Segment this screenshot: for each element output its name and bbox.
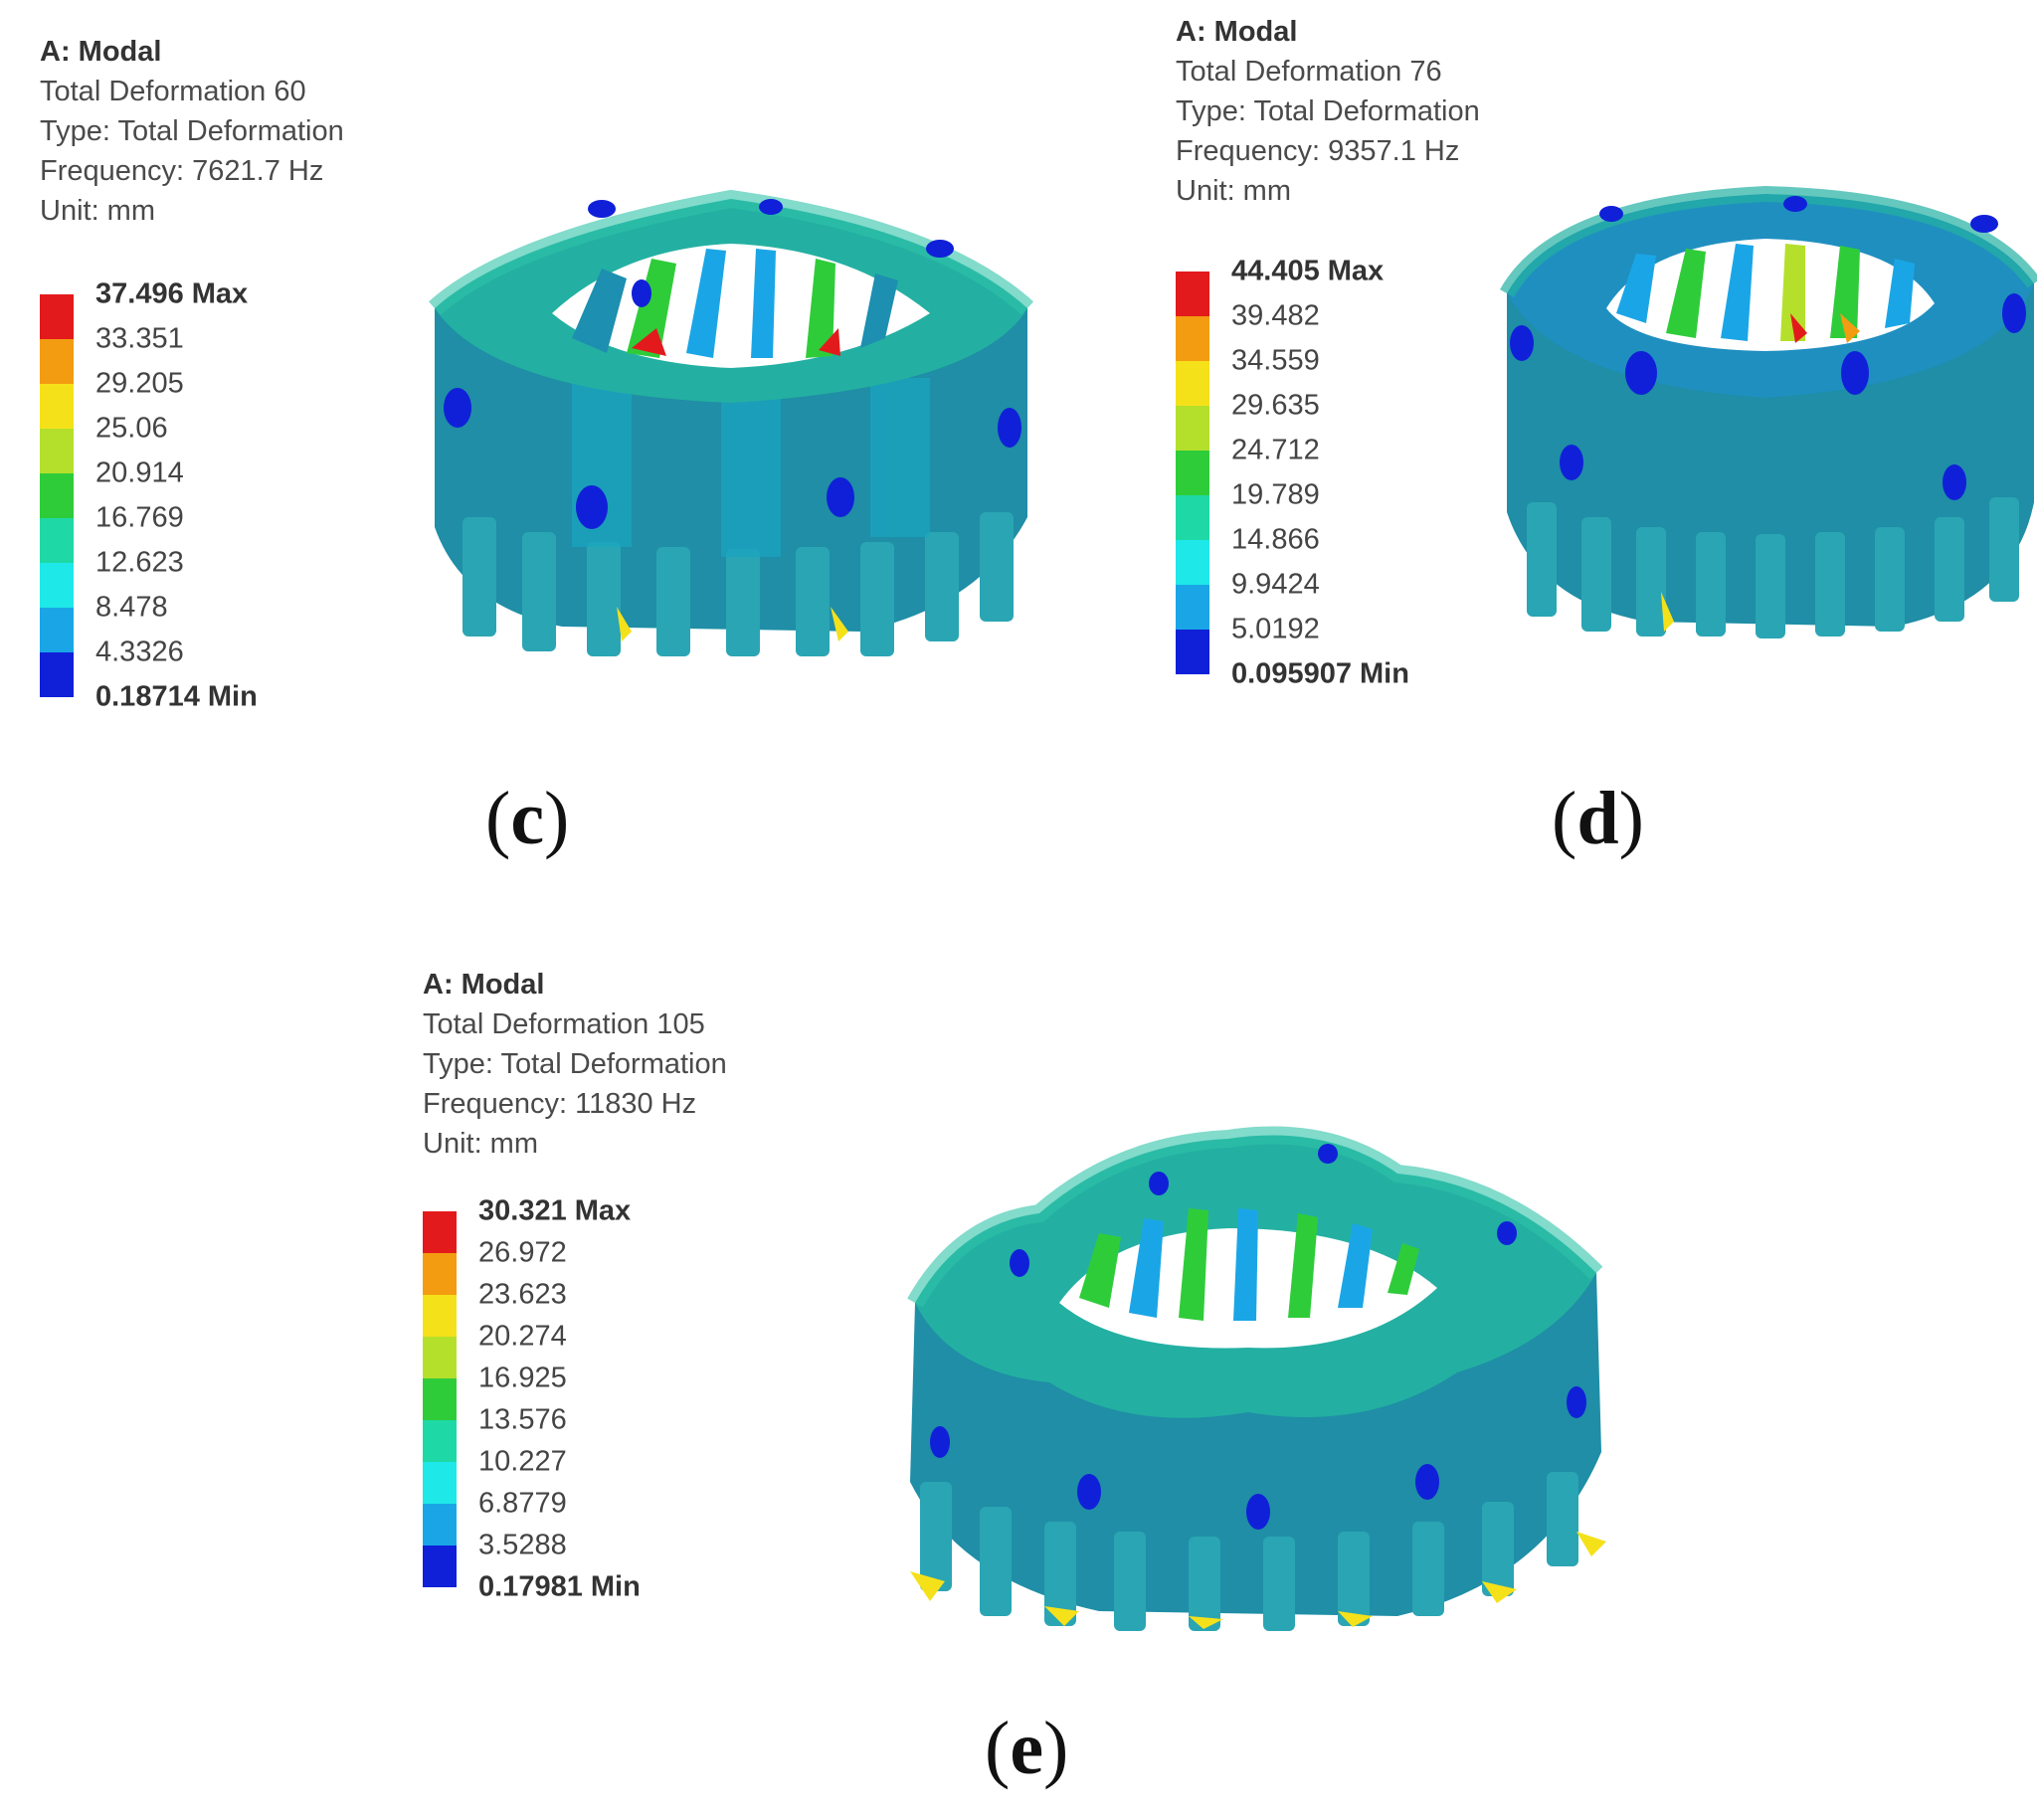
legend-tick-c: 12.623 xyxy=(95,546,184,579)
legend-min-d: 0.095907 Min xyxy=(1231,657,1409,690)
result-name-c: Total Deformation 60 xyxy=(40,76,306,107)
caption-c: (c) xyxy=(485,777,570,860)
legend-tick-e: 16.925 xyxy=(478,1362,567,1394)
legend-swatches-d xyxy=(1176,272,1209,674)
legend-swatch xyxy=(423,1462,457,1504)
legend-tick-d: 9.9424 xyxy=(1231,568,1320,601)
legend-swatch xyxy=(1176,630,1209,674)
result-info-e: A: Modal Total Deformation 105 Type: Tot… xyxy=(423,965,727,1164)
legend-tick-d: 34.559 xyxy=(1231,344,1320,377)
legend-swatch xyxy=(40,429,74,473)
legend-swatch xyxy=(40,608,74,652)
result-name-d: Total Deformation 76 xyxy=(1176,56,1442,88)
legend-swatch xyxy=(1176,540,1209,585)
unit-d: Unit: mm xyxy=(1176,175,1291,207)
unit-c: Unit: mm xyxy=(40,195,155,227)
legend-min-c: 0.18714 Min xyxy=(95,680,258,713)
deformed-ring-model-c xyxy=(423,189,1039,656)
legend-swatch xyxy=(1176,495,1209,540)
legend-tick-e: 6.8779 xyxy=(478,1487,567,1520)
legend-tick-c: 29.205 xyxy=(95,367,184,400)
legend-tick-c: 8.478 xyxy=(95,591,168,624)
legend-swatch xyxy=(423,1337,457,1378)
legend-swatch xyxy=(423,1253,457,1295)
legend-swatch xyxy=(1176,272,1209,316)
legend-tick-e: 10.227 xyxy=(478,1445,567,1478)
legend-tick-c: 25.06 xyxy=(95,412,168,445)
analysis-title-e: A: Modal xyxy=(423,969,545,1001)
legend-swatch xyxy=(1176,451,1209,495)
legend-tick-e: 23.623 xyxy=(478,1278,567,1311)
caption-letter-d: d xyxy=(1576,777,1619,860)
legend-tick-c: 4.3326 xyxy=(95,636,184,668)
legend-swatch xyxy=(423,1420,457,1462)
legend-tick-d: 39.482 xyxy=(1231,299,1320,332)
legend-tick-e: 13.576 xyxy=(478,1403,567,1436)
legend-tick-d: 14.866 xyxy=(1231,523,1320,556)
deformed-ring-model-e xyxy=(900,1114,1611,1631)
legend-swatch xyxy=(423,1211,457,1253)
result-type-c: Type: Total Deformation xyxy=(40,115,344,147)
legend-max-c: 37.496 Max xyxy=(95,277,249,310)
legend-swatches-e xyxy=(423,1211,457,1587)
legend-swatch xyxy=(40,563,74,608)
legend-swatch xyxy=(1176,406,1209,451)
result-type-d: Type: Total Deformation xyxy=(1176,95,1480,127)
legend-max-e: 30.321 Max xyxy=(478,1194,632,1227)
frequency-c: Frequency: 7621.7 Hz xyxy=(40,155,324,187)
legend-swatch xyxy=(423,1546,457,1587)
analysis-title-c: A: Modal xyxy=(40,36,162,68)
legend-min-e: 0.17981 Min xyxy=(478,1570,641,1603)
legend-swatch xyxy=(1176,361,1209,406)
legend-swatches-c xyxy=(40,294,74,697)
legend-swatch xyxy=(423,1378,457,1420)
legend-swatch xyxy=(423,1504,457,1546)
analysis-title-d: A: Modal xyxy=(1176,16,1298,48)
result-type-e: Type: Total Deformation xyxy=(423,1048,727,1080)
legend-tick-d: 19.789 xyxy=(1231,478,1320,511)
legend-tick-e: 26.972 xyxy=(478,1236,567,1269)
frequency-e: Frequency: 11830 Hz xyxy=(423,1088,697,1120)
legend-swatch xyxy=(40,473,74,518)
caption-letter-c: c xyxy=(510,777,545,860)
legend-max-d: 44.405 Max xyxy=(1231,255,1385,287)
caption-d: (d) xyxy=(1552,777,1644,860)
legend-swatch xyxy=(1176,585,1209,630)
unit-e: Unit: mm xyxy=(423,1128,538,1160)
result-name-e: Total Deformation 105 xyxy=(423,1008,705,1040)
legend-tick-e: 3.5288 xyxy=(478,1529,567,1561)
legend-swatch xyxy=(423,1295,457,1337)
legend-tick-d: 5.0192 xyxy=(1231,613,1320,645)
legend-swatch xyxy=(1176,316,1209,361)
legend-tick-c: 20.914 xyxy=(95,456,184,489)
legend-tick-c: 33.351 xyxy=(95,322,184,355)
legend-swatch xyxy=(40,652,74,697)
caption-letter-e: e xyxy=(1010,1707,1044,1790)
legend-swatch xyxy=(40,384,74,429)
legend-swatch xyxy=(40,339,74,384)
legend-tick-d: 29.635 xyxy=(1231,389,1320,422)
legend-tick-e: 20.274 xyxy=(478,1320,567,1353)
legend-tick-d: 24.712 xyxy=(1231,434,1320,466)
frequency-d: Frequency: 9357.1 Hz xyxy=(1176,135,1460,167)
legend-swatch xyxy=(40,294,74,339)
result-info-d: A: Modal Total Deformation 76 Type: Tota… xyxy=(1176,12,1480,211)
legend-swatch xyxy=(40,518,74,563)
result-info-c: A: Modal Total Deformation 60 Type: Tota… xyxy=(40,32,344,231)
caption-e: (e) xyxy=(985,1707,1069,1790)
deformed-ring-model-d xyxy=(1497,184,2037,641)
legend-tick-c: 16.769 xyxy=(95,501,184,534)
